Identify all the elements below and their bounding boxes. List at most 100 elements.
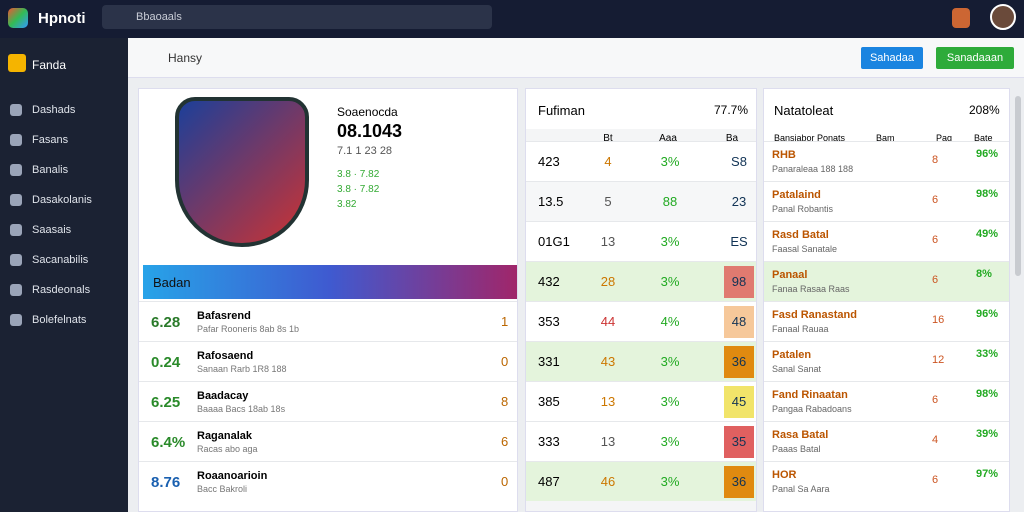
cell: 28	[600, 274, 616, 289]
table-row: 423 4 3% S8	[526, 141, 756, 181]
logo-icon	[8, 8, 28, 28]
cell: 39%	[976, 428, 999, 440]
player-value: 6	[501, 434, 509, 449]
player-value: 8	[501, 394, 509, 409]
cell: 13	[600, 234, 616, 249]
nav-item[interactable]: Dashads	[32, 104, 76, 116]
cell: 3%	[660, 354, 680, 369]
cell: 353	[538, 314, 560, 329]
cell: 98	[731, 274, 747, 289]
cell: 35	[731, 434, 747, 449]
player-detail: Bacc Bakroli	[197, 484, 248, 494]
cell: 98%	[976, 188, 999, 200]
cell-badge	[724, 266, 754, 298]
table-stat: 77.7%	[714, 103, 749, 117]
team-detail: Panal Sa Aara	[772, 484, 830, 494]
table-row: Panaal Fanaa Rasaa Raas 6 8%	[764, 261, 1009, 301]
table-row: Fand Rinaatan Pangaa Rabadoans 6 98%	[764, 381, 1009, 421]
scrollbar[interactable]	[1015, 96, 1021, 276]
nav-icon	[10, 134, 22, 146]
table-row: 331 43 3% 36	[526, 341, 756, 381]
crest-image	[175, 97, 309, 247]
banner-title: Badan	[153, 275, 191, 290]
search-label: Hansy	[168, 51, 203, 65]
cell: 97%	[976, 468, 999, 480]
player-detail: Sanaan Rarb 1R8 188	[197, 364, 287, 374]
cell: 96%	[976, 148, 999, 160]
cell: 96%	[976, 308, 999, 320]
badge-icon[interactable]	[952, 8, 970, 28]
team-detail: Faasal Sanatale	[772, 244, 838, 254]
player-row: 6.4% Raganalak Racas abo aga 6	[139, 421, 517, 461]
cell: 13	[600, 394, 616, 409]
player-detail: Racas abo aga	[197, 444, 258, 454]
nav-icon	[10, 224, 22, 236]
table-row: RHB Panaraleaa 188 188 8 96%	[764, 141, 1009, 181]
player-name: Raganalak	[197, 430, 253, 442]
cell: 44	[600, 314, 616, 329]
table-row: 487 46 3% 36	[526, 461, 756, 501]
nav-item[interactable]: Banalis	[32, 164, 69, 176]
team-name: HOR	[772, 469, 797, 481]
team-detail: Paaas Batal	[772, 444, 821, 454]
rating: 3.82	[337, 199, 357, 210]
player-row: 6.28 Bafasrend Pafar Rooneris 8ab 8s 1b 1	[139, 301, 517, 341]
cell: 423	[538, 154, 560, 169]
column-header: Aaa	[659, 133, 677, 144]
table-row: 432 28 3% 98	[526, 261, 756, 301]
team-detail: Pangaa Rabadoans	[772, 404, 852, 414]
cell: 98%	[976, 388, 999, 400]
cell: 5	[604, 194, 612, 209]
player-score: 0.24	[151, 354, 181, 371]
rating: 3.8 · 7.82	[337, 169, 380, 180]
top-bar: Hpnoti Bbaoaals	[0, 0, 1024, 38]
button[interactable]: Sahadaa	[861, 47, 923, 69]
nav-icon	[10, 104, 22, 116]
nav-item[interactable]: Bolefelnats	[32, 314, 87, 326]
cell: 6	[932, 274, 939, 286]
nav-icon	[10, 254, 22, 266]
player-value: 0	[501, 474, 509, 489]
search-box[interactable]: Bbaoaals	[102, 5, 492, 29]
cell: 88	[662, 194, 678, 209]
player-value: 0	[501, 354, 509, 369]
cell: 8%	[976, 268, 992, 280]
team-name: Fand Rinaatan	[772, 389, 848, 401]
player-name: Bafasrend	[197, 310, 251, 322]
team-name: Patalaind	[772, 189, 821, 201]
cell: 487	[538, 474, 560, 489]
table-row: Rasd Batal Faasal Sanatale 6 49%	[764, 221, 1009, 261]
team-name: Rasd Batal	[772, 229, 829, 241]
cell: 12	[932, 354, 945, 366]
avatar[interactable]	[990, 4, 1016, 30]
nav-item[interactable]: Rasdeonals	[32, 284, 91, 296]
profile-card: Soaenocda 08.1043 7.1 1 23 28 3.8 · 7.82…	[138, 88, 518, 512]
nav-item[interactable]: Saasais	[32, 224, 72, 236]
rating: 3.8 · 7.82	[337, 184, 380, 195]
profile-label: Soaenocda	[337, 105, 398, 119]
player-score: 6.28	[151, 314, 181, 331]
nav-item[interactable]: Dasakolanis	[32, 194, 92, 206]
table-title: Natatoleat	[774, 103, 834, 118]
cell-badge	[724, 306, 754, 338]
table-row: Patalen Sanal Sanat 12 33%	[764, 341, 1009, 381]
cell: 3%	[660, 274, 680, 289]
cell: 13	[600, 434, 616, 449]
player-score: 8.76	[151, 474, 181, 491]
player-value: 1	[501, 314, 509, 329]
cell: 36	[731, 354, 747, 369]
player-score: 6.25	[151, 394, 181, 411]
team-name: Panaal	[772, 269, 808, 281]
nav-item[interactable]: Sacanabilis	[32, 254, 89, 266]
player-row: 6.25 Baadacay Baaaa Bacs 18ab 18s 8	[139, 381, 517, 421]
banner: Badan	[143, 265, 517, 299]
player-row: 0.24 Rafosaend Sanaan Rarb 1R8 188 0	[139, 341, 517, 381]
nav-item[interactable]: Fasans	[32, 134, 69, 146]
profile-meta: 7.1 1 23 28	[337, 145, 393, 157]
team-detail: Panal Robantis	[772, 204, 834, 214]
button[interactable]: Sanadaaan	[936, 47, 1014, 69]
table-row: 333 13 3% 35	[526, 421, 756, 461]
right-table: Natatoleat 208% Bansiabor Ponats Bam Pag Ba…	[763, 88, 1010, 512]
cell: 13.5	[538, 194, 564, 209]
table-stat: 208%	[969, 103, 1000, 117]
